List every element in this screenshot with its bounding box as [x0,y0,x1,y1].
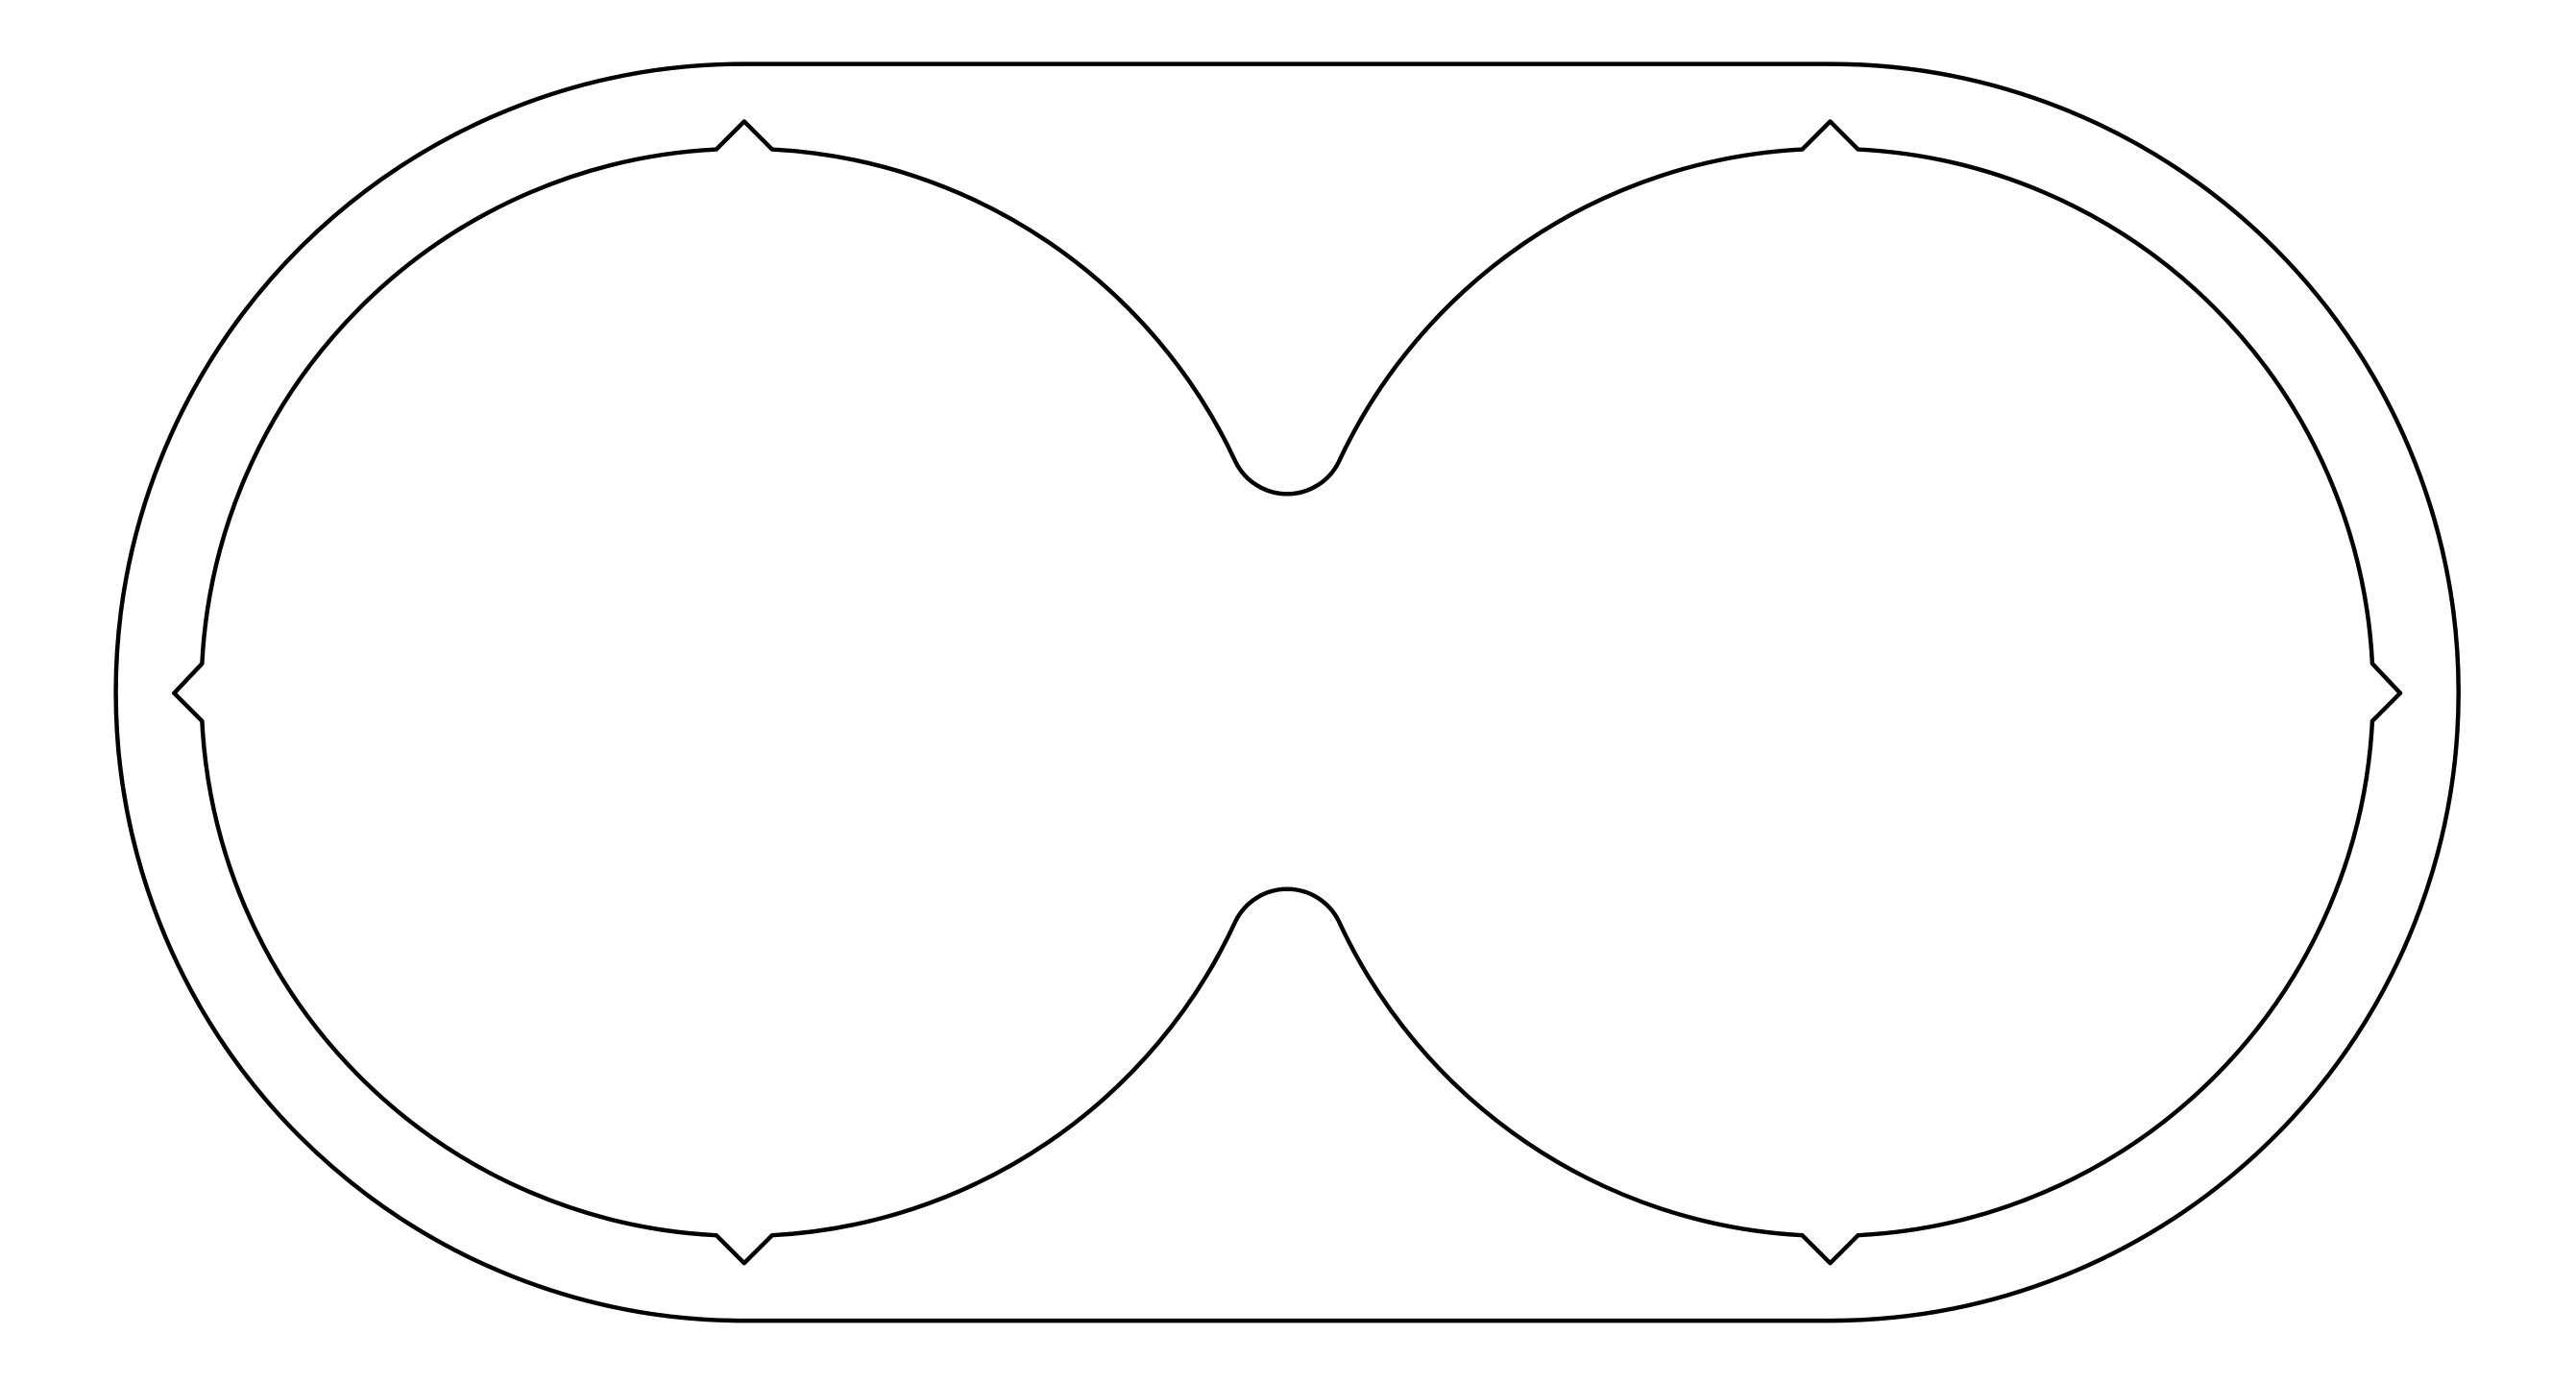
double-lobe-cutout [172,119,2403,1266]
outer-stadium-outline [113,61,2461,1323]
